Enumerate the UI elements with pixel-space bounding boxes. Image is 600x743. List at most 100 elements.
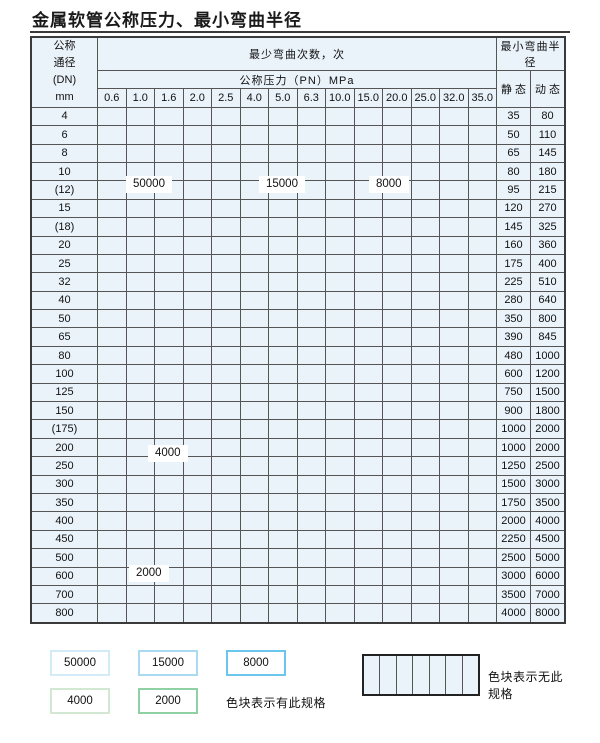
grid-cell bbox=[382, 125, 412, 145]
grid-cell bbox=[296, 253, 326, 274]
table-row: 350 1750 3500 bbox=[30, 492, 566, 513]
static-radius-cell: 2000 bbox=[496, 511, 531, 531]
grid-cell bbox=[467, 253, 497, 274]
grid-cell bbox=[296, 492, 326, 513]
grid-cell bbox=[97, 492, 127, 513]
grid-cell bbox=[239, 106, 269, 127]
grid-cell bbox=[296, 327, 326, 347]
grid-cell bbox=[125, 198, 155, 219]
grid-cell bbox=[467, 290, 497, 311]
grid-cell bbox=[154, 272, 184, 292]
grid-cell bbox=[239, 419, 269, 439]
pressure-col-header-0: 0.6 bbox=[97, 88, 127, 108]
grid-cell bbox=[125, 106, 155, 127]
dynamic-radius-cell: 215 bbox=[530, 180, 566, 200]
legend-swatch: 50000 bbox=[50, 650, 110, 676]
grid-cell bbox=[439, 345, 469, 366]
grid-cell bbox=[268, 345, 298, 366]
grid-cell bbox=[182, 309, 212, 329]
table-row: 700 3500 7000 bbox=[30, 584, 566, 605]
dn-header-line-2: 通径 bbox=[53, 57, 76, 70]
grid-cell bbox=[125, 474, 155, 494]
grid-cell bbox=[211, 364, 241, 384]
grid-cell bbox=[439, 161, 469, 182]
static-radius-cell: 350 bbox=[496, 309, 531, 329]
dn-value-cell: 350 bbox=[30, 492, 98, 513]
grid-cell bbox=[410, 474, 440, 494]
pressure-col-header-12: 32.0 bbox=[439, 88, 469, 108]
static-radius-cell: 160 bbox=[496, 235, 531, 255]
grid-cell bbox=[439, 511, 469, 531]
grid-cell bbox=[239, 456, 269, 476]
grid-cell bbox=[439, 290, 469, 311]
grid-cell bbox=[382, 529, 412, 550]
grid-cell bbox=[239, 364, 269, 384]
grid-cell bbox=[382, 603, 412, 624]
grid-cell bbox=[467, 106, 497, 127]
grid-cell bbox=[268, 364, 298, 384]
grid-cell bbox=[439, 603, 469, 624]
grid-cell bbox=[154, 309, 184, 329]
grid-cell bbox=[353, 492, 383, 513]
grid-cell bbox=[467, 603, 497, 624]
grid-cell bbox=[353, 327, 383, 347]
grid-cell bbox=[296, 456, 326, 476]
grid-cell bbox=[467, 327, 497, 347]
grid-cell bbox=[182, 603, 212, 624]
legend-swatch-value: 8000 bbox=[228, 652, 284, 674]
static-radius-cell: 480 bbox=[496, 345, 531, 366]
grid-cell bbox=[325, 327, 355, 347]
dn-value-cell: 300 bbox=[30, 474, 98, 494]
grid-cell bbox=[410, 364, 440, 384]
grid-cell bbox=[239, 529, 269, 550]
grid-cell bbox=[182, 364, 212, 384]
grid-cell bbox=[439, 566, 469, 586]
grid-cell bbox=[239, 235, 269, 255]
dynamic-radius-cell: 800 bbox=[530, 309, 566, 329]
grid-cell bbox=[97, 584, 127, 605]
pressure-header: 公称压力（PN）MPa bbox=[97, 69, 497, 90]
grid-cell bbox=[410, 143, 440, 163]
grid-cell bbox=[296, 309, 326, 329]
grid-cell bbox=[382, 548, 412, 568]
grid-cell bbox=[154, 198, 184, 219]
grid-cell bbox=[353, 217, 383, 237]
dn-value-cell: 6 bbox=[30, 125, 98, 145]
grid-cell bbox=[296, 106, 326, 127]
grid-cell bbox=[467, 198, 497, 219]
grid-cell bbox=[239, 584, 269, 605]
dn-header-line-1: 公称 bbox=[53, 40, 76, 53]
grid-cell bbox=[325, 529, 355, 550]
grid-cell bbox=[296, 566, 326, 586]
table-row: 4 35 80 bbox=[30, 106, 566, 127]
grid-cell bbox=[467, 401, 497, 421]
grid-cell bbox=[296, 548, 326, 568]
grid-cell bbox=[211, 603, 241, 624]
cycle-count-label: 8000 bbox=[369, 176, 409, 193]
grid-cell bbox=[239, 143, 269, 163]
grid-cell bbox=[211, 492, 241, 513]
pressure-col-header-3: 2.0 bbox=[182, 88, 212, 108]
grid-cell bbox=[97, 419, 127, 439]
grid-cell bbox=[353, 309, 383, 329]
grid-cell bbox=[154, 474, 184, 494]
static-radius-cell: 3000 bbox=[496, 566, 531, 586]
grid-cell bbox=[97, 253, 127, 274]
legend-swatch-value: 4000 bbox=[52, 690, 108, 712]
table-row: 125 750 1500 bbox=[30, 382, 566, 403]
static-radius-cell: 1000 bbox=[496, 419, 531, 439]
grid-cell bbox=[211, 511, 241, 531]
grid-cell bbox=[296, 125, 326, 145]
grid-cell bbox=[97, 272, 127, 292]
grid-cell bbox=[97, 161, 127, 182]
grid-cell bbox=[97, 198, 127, 219]
grid-cell bbox=[268, 437, 298, 458]
grid-cell bbox=[268, 419, 298, 439]
grid-cell bbox=[382, 217, 412, 237]
static-radius-cell: 1500 bbox=[496, 474, 531, 494]
grid-cell bbox=[382, 198, 412, 219]
dn-value-cell: 700 bbox=[30, 584, 98, 605]
grid-cell bbox=[410, 217, 440, 237]
dynamic-radius-cell: 360 bbox=[530, 235, 566, 255]
grid-cell bbox=[211, 309, 241, 329]
